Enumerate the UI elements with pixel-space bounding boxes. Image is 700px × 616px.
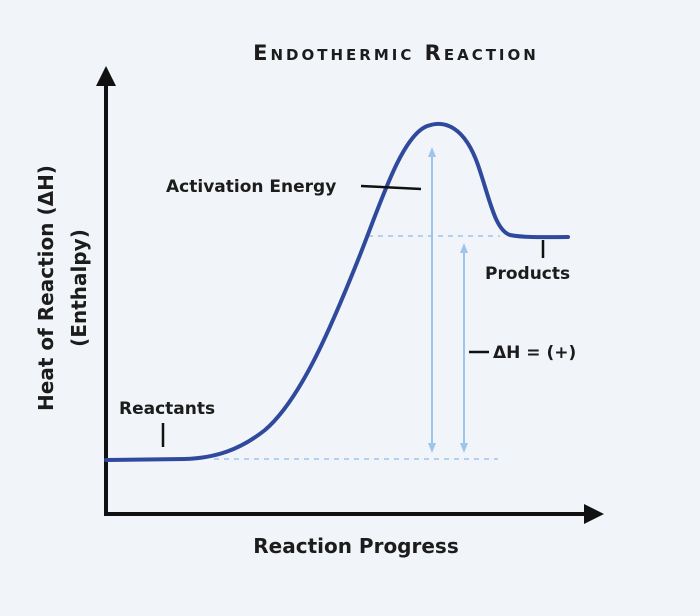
axes — [96, 66, 604, 524]
x-axis-arrowhead — [584, 504, 604, 524]
activation-energy-label: Activation Energy — [166, 177, 336, 197]
y-axis-label: Heat of Reaction (ΔH) — [34, 165, 58, 411]
diagram-title: Endothermic Reaction — [253, 41, 539, 65]
y-axis-label-sub: (Enthalpy) — [67, 229, 91, 347]
energy-curve — [104, 121, 570, 462]
activation-energy-leader — [360, 184, 422, 191]
delta-h-label: ΔH = (+) — [493, 343, 576, 363]
x-axis-label: Reaction Progress — [253, 534, 459, 558]
products-label: Products — [485, 264, 570, 284]
reactants-label: Reactants — [119, 399, 215, 419]
y-axis-arrowhead — [96, 66, 116, 86]
